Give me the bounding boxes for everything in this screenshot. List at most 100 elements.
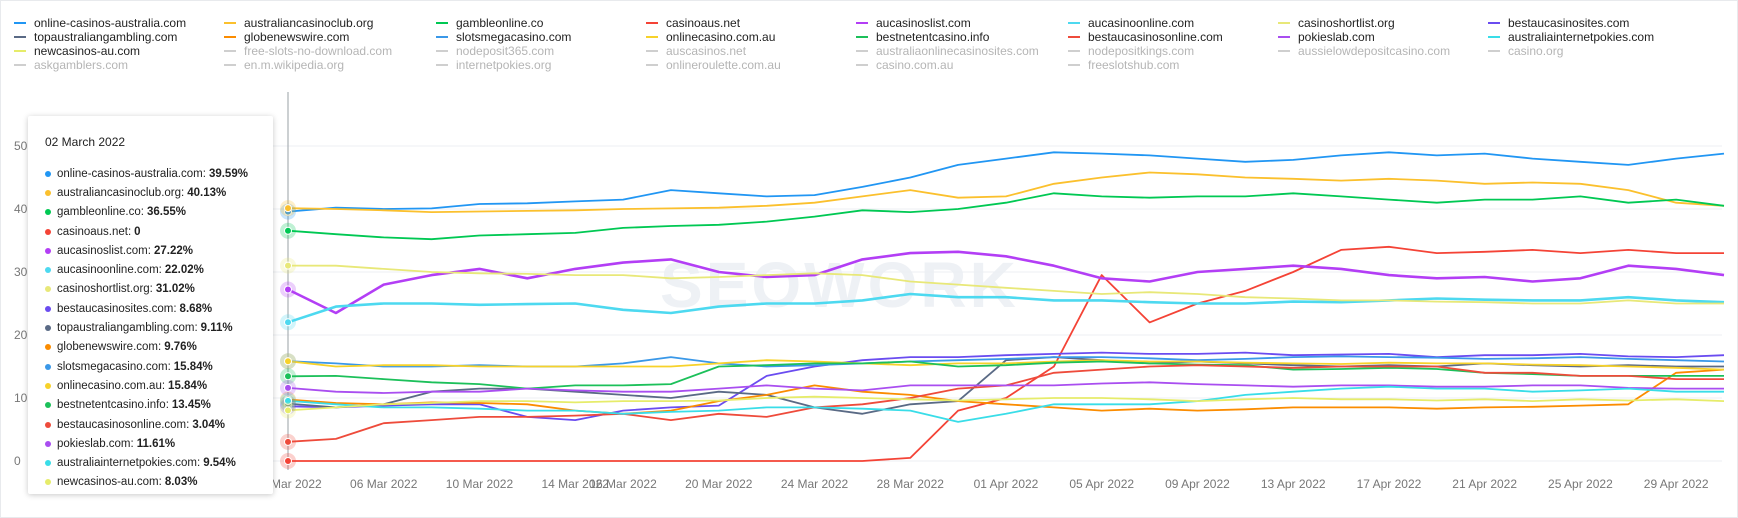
legend-swatch [1488,50,1500,52]
legend-item[interactable]: askgamblers.com [14,58,128,72]
legend-item[interactable]: globenewswire.com [224,30,349,44]
legend-item[interactable]: bestaucasinosites.com [1488,16,1629,30]
hover-marker [284,437,292,446]
series-line [287,264,1724,305]
legend-item[interactable]: online-casinos-australia.com [14,16,186,30]
legend-label: australiainternetpokies.com [1508,30,1655,44]
legend-label: bestaucasinosonline.com [1088,30,1223,44]
legend-item[interactable]: casino.org [1488,44,1563,58]
hover-tooltip: 02 March 2022 online-casinos-australia.c… [28,116,273,494]
legend-row: online-casinos-australia.com australianca… [14,16,1724,30]
tooltip-value: 9.11% [200,322,233,335]
legend-swatch [856,36,868,38]
tooltip-label: onlinecasino.com.au: [57,379,166,392]
x-tick-label: 10 Mar 2022 [446,477,514,491]
legend-item[interactable]: newcasinos-au.com [14,44,140,58]
legend-item[interactable]: australiainternetpokies.com [1488,30,1654,44]
hover-marker [284,357,292,366]
x-tick-label: 14 Mar 2022 [542,477,610,491]
legend-swatch [1068,36,1080,38]
y-tick-label: 20 [14,328,28,342]
legend-item[interactable]: internetpokies.org [436,58,551,72]
legend-swatch [224,22,236,24]
series-line [287,292,1725,324]
legend-label: bestaucasinosites.com [1508,16,1630,30]
tooltip-label: aucasinoslist.com: [57,244,151,257]
series-line [287,359,1725,371]
legend-item[interactable]: nodeposit365.com [436,44,554,58]
legend-label: auscasinos.net [666,44,747,58]
legend-swatch [1278,22,1290,24]
x-tick-label: 29 Apr 2022 [1644,477,1709,491]
tooltip-value: 40.13% [187,186,227,199]
legend-item[interactable]: free-slots-no-download.com [224,44,392,58]
y-tick-label: 10 [14,391,28,405]
legend-item[interactable]: onlinecasino.com.au [646,30,775,44]
legend-swatch [224,50,236,52]
legend-label: bestnetentcasino.info [876,30,990,44]
legend-swatch [14,50,26,52]
tooltip-value: 22.02% [164,264,204,277]
legend-label: casino.org [1508,44,1564,58]
legend-item[interactable]: en.m.wikipedia.org [224,58,344,72]
series-line [288,245,1724,462]
legend-item[interactable]: topaustraliangambling.com [14,30,177,44]
tooltip-label: bestnetentcasino.info: [57,399,169,412]
x-tick-label: 24 Mar 2022 [781,477,849,491]
tooltip-value: 3.04% [192,418,225,431]
legend-item[interactable]: onlineroulette.com.au [646,58,781,72]
legend-swatch [1488,22,1500,24]
legend-label: globenewswire.com [244,30,350,44]
hover-marker [284,204,292,213]
legend-item[interactable]: bestaucasinosonline.com [1068,30,1223,44]
legend-label: nodepositkings.com [1088,44,1195,58]
legend-item[interactable]: australiancasinoclub.org [224,16,373,30]
legend-swatch [14,22,26,24]
legend-swatch [224,64,236,66]
legend-item[interactable]: aucasinoslist.com [856,16,971,30]
legend-item[interactable]: pokieslab.com [1278,30,1375,44]
tooltip-dot [45,363,51,370]
hover-marker [284,457,292,465]
legend-item[interactable]: australiaonlinecasinosites.com [856,44,1039,58]
legend-item[interactable]: gambleonline.co [436,16,543,30]
series-line [287,368,1725,415]
tooltip-label: topaustraliangambling.com: [57,322,198,335]
tooltip-dot [45,382,51,389]
tooltip-value: 15.84% [173,360,213,373]
legend-label: newcasinos-au.com [34,44,141,58]
tooltip-label: australiainternetpokies.com: [57,457,201,470]
legend-item[interactable]: nodepositkings.com [1068,44,1194,58]
x-tick-label: 21 Apr 2022 [1452,477,1517,491]
tooltip-dot [45,421,51,428]
legend-item[interactable]: bestnetentcasino.info [856,30,989,44]
legend-item[interactable]: casino.com.au [856,58,953,72]
x-tick-label: 17 Apr 2022 [1357,477,1422,491]
series-line [287,250,1725,315]
legend-label: casinoaus.net [666,16,741,30]
legend-swatch [436,64,448,66]
legend-item[interactable]: freeslotshub.com [1068,58,1179,72]
legend-item[interactable]: auscasinos.net [646,44,746,58]
tooltip-dot [45,325,51,332]
legend-swatch [224,36,236,38]
tooltip-label: pokieslab.com: [57,437,134,450]
legend-item[interactable]: aussielowdepositcasino.com [1278,44,1450,58]
legend-item[interactable]: aucasinoonline.com [1068,16,1194,30]
legend-label: onlineroulette.com.au [666,58,781,72]
legend-swatch [856,64,868,66]
legend-item[interactable]: casinoaus.net [646,16,740,30]
legend-label: australiaonlinecasinosites.com [876,44,1039,58]
legend-item[interactable]: slotsmegacasino.com [436,30,571,44]
hover-marker [284,318,292,327]
legend-label: freeslotshub.com [1088,58,1180,72]
legend-item[interactable]: casinoshortlist.org [1278,16,1395,30]
series-line [287,395,1725,412]
tooltip-value: 13.45% [171,399,211,412]
tooltip-row: pokieslab.com: 11.61% [45,434,248,453]
tooltip-dot [45,402,51,409]
tooltip-label: newcasinos-au.com: [57,476,162,489]
tooltip-row: slotsmegacasino.com: 15.84% [45,357,248,376]
tooltip-value: 39.59% [208,167,248,180]
